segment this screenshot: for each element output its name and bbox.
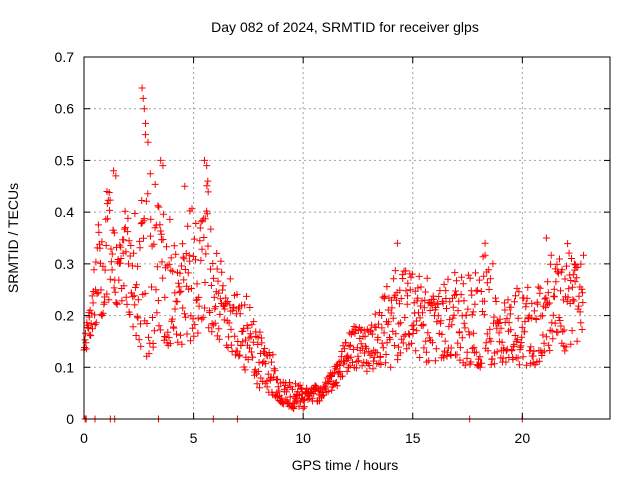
x-tick-label: 5 [190, 430, 198, 446]
data-points [80, 84, 587, 423]
grid-lines [84, 57, 610, 419]
y-tick-label: 0.5 [55, 152, 75, 168]
x-tick-label: 10 [295, 430, 311, 446]
axis-ticks: 0 0.1 0.2 0.3 0.4 0.5 0.6 0.7 0 5 10 15 20 [55, 49, 610, 446]
x-tick-label: 15 [405, 430, 421, 446]
x-tick-label: 0 [80, 430, 88, 446]
y-tick-label: 0.2 [55, 308, 75, 324]
y-tick-label: 0.1 [55, 359, 75, 375]
x-axis-label: GPS time / hours [292, 457, 399, 473]
x-tick-label: 20 [515, 430, 531, 446]
y-tick-label: 0.7 [55, 49, 75, 65]
plot-frame [83, 56, 611, 420]
y-tick-label: 0.4 [55, 204, 75, 220]
chart-title: Day 082 of 2024, SRMTID for receiver glp… [211, 19, 479, 35]
y-axis-label: SRMTID / TECUs [5, 183, 21, 293]
y-tick-label: 0.6 [55, 101, 75, 117]
scatter-markers [80, 84, 587, 423]
y-tick-label: 0 [66, 411, 74, 427]
y-tick-label: 0.3 [55, 256, 75, 272]
